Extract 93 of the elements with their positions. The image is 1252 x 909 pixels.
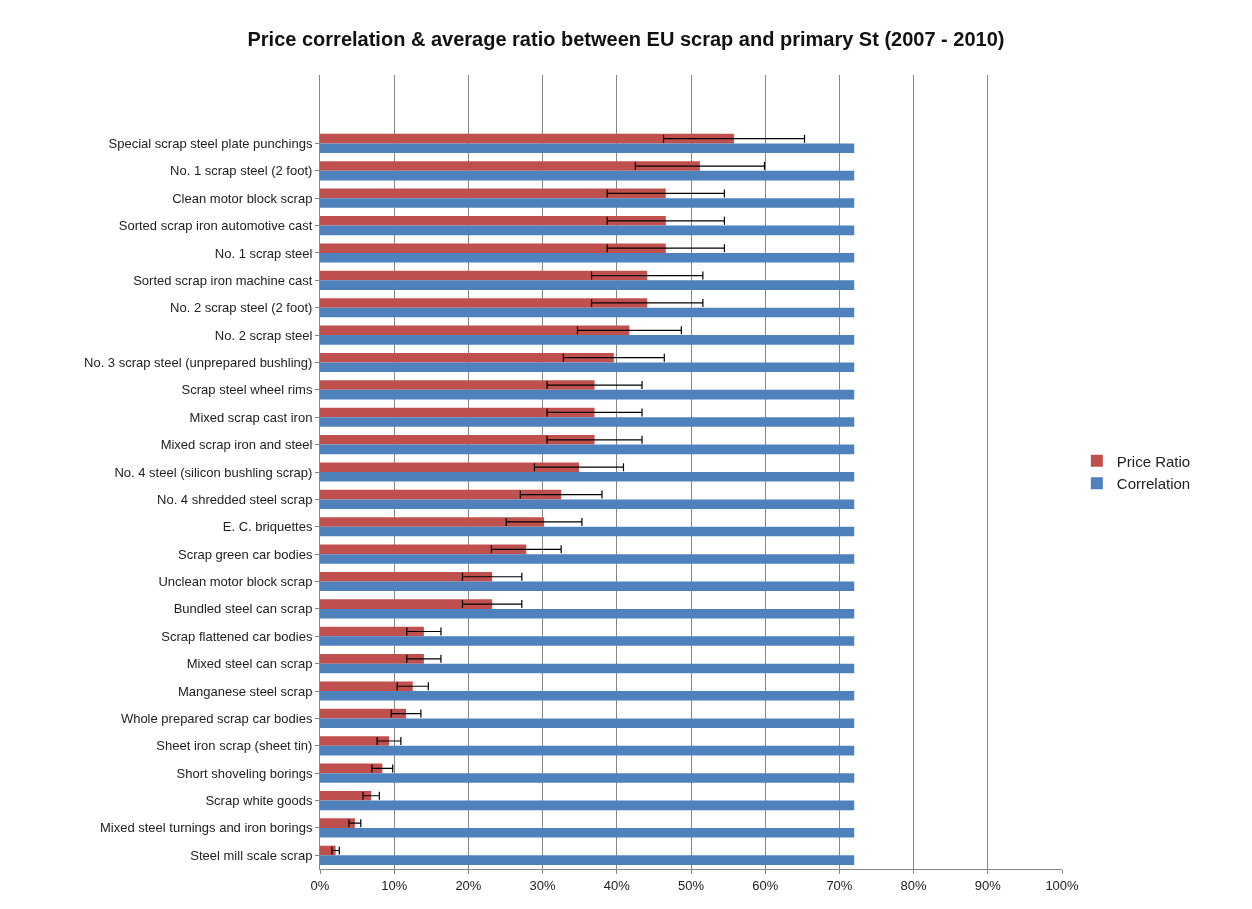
bar xyxy=(320,499,855,509)
bar xyxy=(320,325,630,336)
bar xyxy=(320,708,407,719)
bar xyxy=(320,362,855,373)
bar xyxy=(320,773,855,783)
x-tick-label: 60% xyxy=(752,877,779,893)
y-tick-label: Clean motor block scrap xyxy=(172,190,313,206)
bar xyxy=(320,599,493,609)
bar xyxy=(320,389,855,400)
bar xyxy=(320,544,527,555)
y-tick-label: No. 4 shredded steel scrap xyxy=(157,491,313,507)
bar xyxy=(320,170,855,181)
y-tick-label: Sorted scrap iron machine cast xyxy=(133,272,313,288)
y-tick-label: Sheet iron scrap (sheet tin) xyxy=(156,738,313,754)
bar xyxy=(320,571,493,582)
y-tick-label: Scrap steel wheel rims xyxy=(181,382,313,398)
bar xyxy=(320,855,855,865)
bar xyxy=(320,143,855,154)
legend-label: Price Ratio xyxy=(1116,452,1191,470)
y-tick-label: Mixed steel can scrap xyxy=(186,656,313,672)
x-tick-label: 20% xyxy=(455,877,482,893)
x-tick-label: 100% xyxy=(1045,877,1080,893)
y-tick-label: Unclean motor block scrap xyxy=(158,574,313,590)
bar xyxy=(320,188,666,199)
bar xyxy=(320,818,355,828)
bar xyxy=(320,554,855,564)
y-tick-label: Short shoveling borings xyxy=(176,765,313,781)
bar xyxy=(320,663,855,674)
bar xyxy=(320,718,855,728)
bar xyxy=(320,745,855,756)
y-tick-label: Scrap white goods xyxy=(205,793,313,809)
y-tick-label: No. 4 steel (silicon bushling scrap) xyxy=(114,464,313,480)
y-tick-label: No. 2 scrap steel (2 foot) xyxy=(170,300,313,316)
bar xyxy=(320,335,855,345)
bar xyxy=(320,407,595,418)
bar xyxy=(320,270,648,281)
x-tick-label: 10% xyxy=(381,877,408,893)
chart-title: Price correlation & average ratio between EU scrap and primary St (2007 - 2010) xyxy=(247,27,1005,50)
bar xyxy=(320,681,413,692)
bar xyxy=(320,298,648,308)
y-tick-label: No. 1 scrap steel xyxy=(214,245,313,261)
y-tick-label: Manganese steel scrap xyxy=(177,683,313,699)
y-tick-label: Mixed scrap iron and steel xyxy=(160,437,313,453)
bar xyxy=(320,198,855,208)
bar xyxy=(320,800,855,811)
bar xyxy=(320,352,614,363)
bar xyxy=(320,307,855,318)
bar xyxy=(320,691,855,701)
y-tick-label: Scrap green car bodies xyxy=(177,546,313,562)
y-tick-label: Whole prepared scrap car bodies xyxy=(120,710,313,726)
x-tick-label: 40% xyxy=(603,877,631,893)
y-tick-label: No. 3 scrap steel (unprepared bushling) xyxy=(84,355,313,371)
y-tick-label: No. 2 scrap steel xyxy=(214,327,313,343)
bar xyxy=(320,462,579,472)
x-tick-label: 80% xyxy=(900,877,928,893)
y-tick-label: No. 1 scrap steel (2 foot) xyxy=(170,163,313,179)
bar xyxy=(320,380,595,390)
y-tick-label: Mixed scrap cast iron xyxy=(189,409,313,425)
bar xyxy=(320,161,700,171)
x-tick-label: 90% xyxy=(974,877,1002,893)
y-tick-label: E. C. briquettes xyxy=(222,519,313,535)
bar xyxy=(320,581,855,592)
y-tick-label: Bundled steel can scrap xyxy=(173,601,313,617)
bar xyxy=(320,608,855,619)
x-tick-label: 50% xyxy=(677,877,705,893)
bar xyxy=(320,736,390,746)
y-tick-label: Sorted scrap iron automotive cast xyxy=(118,218,313,234)
bar xyxy=(320,636,855,646)
bar xyxy=(320,225,855,236)
bar xyxy=(320,790,372,801)
legend-label: Correlation xyxy=(1116,475,1191,493)
bar xyxy=(320,444,855,455)
bar xyxy=(320,654,424,664)
bar xyxy=(320,417,855,427)
y-tick-label: Special scrap steel plate punchings xyxy=(108,136,313,151)
y-tick-label: Scrap flattened car bodies xyxy=(161,628,313,644)
bar xyxy=(320,133,735,144)
bar xyxy=(320,252,855,263)
y-tick-label: Steel mill scale scrap xyxy=(190,847,313,863)
x-tick-label: 30% xyxy=(529,877,557,893)
bar xyxy=(320,526,855,537)
bar xyxy=(320,626,424,637)
bar xyxy=(320,280,855,290)
bar xyxy=(320,517,545,527)
bar xyxy=(320,827,855,838)
bar xyxy=(320,243,666,253)
bar xyxy=(320,435,595,445)
x-tick-label: 0% xyxy=(310,877,330,893)
x-tick-label: 70% xyxy=(826,877,853,893)
bar xyxy=(320,472,855,482)
bar xyxy=(320,216,666,226)
bar xyxy=(320,489,562,500)
y-tick-label: Mixed steel turnings and iron borings xyxy=(99,820,313,836)
